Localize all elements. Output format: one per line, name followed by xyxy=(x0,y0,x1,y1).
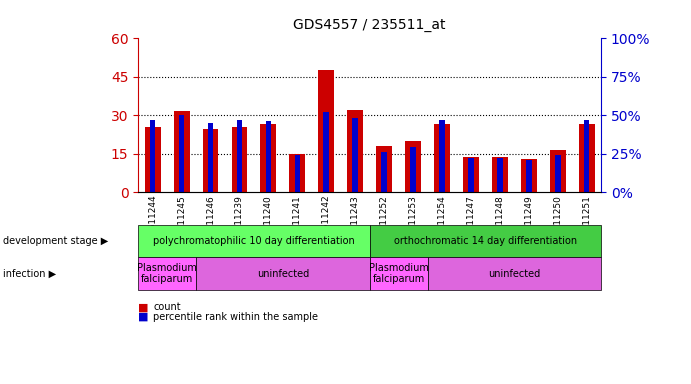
Bar xyxy=(173,111,189,192)
Bar xyxy=(237,120,243,192)
Bar xyxy=(290,154,305,192)
Text: uninfected: uninfected xyxy=(257,268,309,279)
Bar xyxy=(497,158,502,192)
Text: orthochromatic 14 day differentiation: orthochromatic 14 day differentiation xyxy=(394,236,577,246)
Bar xyxy=(376,146,392,192)
Bar xyxy=(202,129,218,192)
Bar xyxy=(439,120,445,192)
Bar xyxy=(492,157,508,192)
Bar xyxy=(555,155,560,192)
Bar xyxy=(294,155,300,192)
Bar xyxy=(410,147,416,192)
Bar xyxy=(261,124,276,192)
Text: ■: ■ xyxy=(138,302,149,312)
Text: GDS4557 / 235511_at: GDS4557 / 235511_at xyxy=(294,18,446,32)
Bar xyxy=(434,124,450,192)
Bar xyxy=(521,159,537,192)
Text: ■: ■ xyxy=(138,312,149,322)
Text: uninfected: uninfected xyxy=(489,268,540,279)
Text: Plasmodium
falciparum: Plasmodium falciparum xyxy=(138,263,197,285)
Bar xyxy=(381,152,387,192)
Bar xyxy=(405,141,421,192)
Text: count: count xyxy=(153,302,181,312)
Bar xyxy=(179,115,184,192)
Text: development stage ▶: development stage ▶ xyxy=(3,236,108,246)
Bar xyxy=(463,157,479,192)
Bar xyxy=(323,112,329,192)
Bar xyxy=(150,120,155,192)
Bar xyxy=(265,121,271,192)
Bar xyxy=(584,120,589,192)
Bar xyxy=(550,150,566,192)
Bar xyxy=(348,110,363,192)
Bar xyxy=(319,70,334,192)
Bar xyxy=(468,158,474,192)
Bar xyxy=(579,124,595,192)
Bar xyxy=(231,127,247,192)
Text: percentile rank within the sample: percentile rank within the sample xyxy=(153,312,319,322)
Bar xyxy=(526,160,531,192)
Text: polychromatophilic 10 day differentiation: polychromatophilic 10 day differentiatio… xyxy=(153,236,354,246)
Bar xyxy=(144,127,160,192)
Bar xyxy=(208,123,214,192)
Text: infection ▶: infection ▶ xyxy=(3,268,57,279)
Bar xyxy=(352,118,358,192)
Text: Plasmodium
falciparum: Plasmodium falciparum xyxy=(369,263,428,285)
